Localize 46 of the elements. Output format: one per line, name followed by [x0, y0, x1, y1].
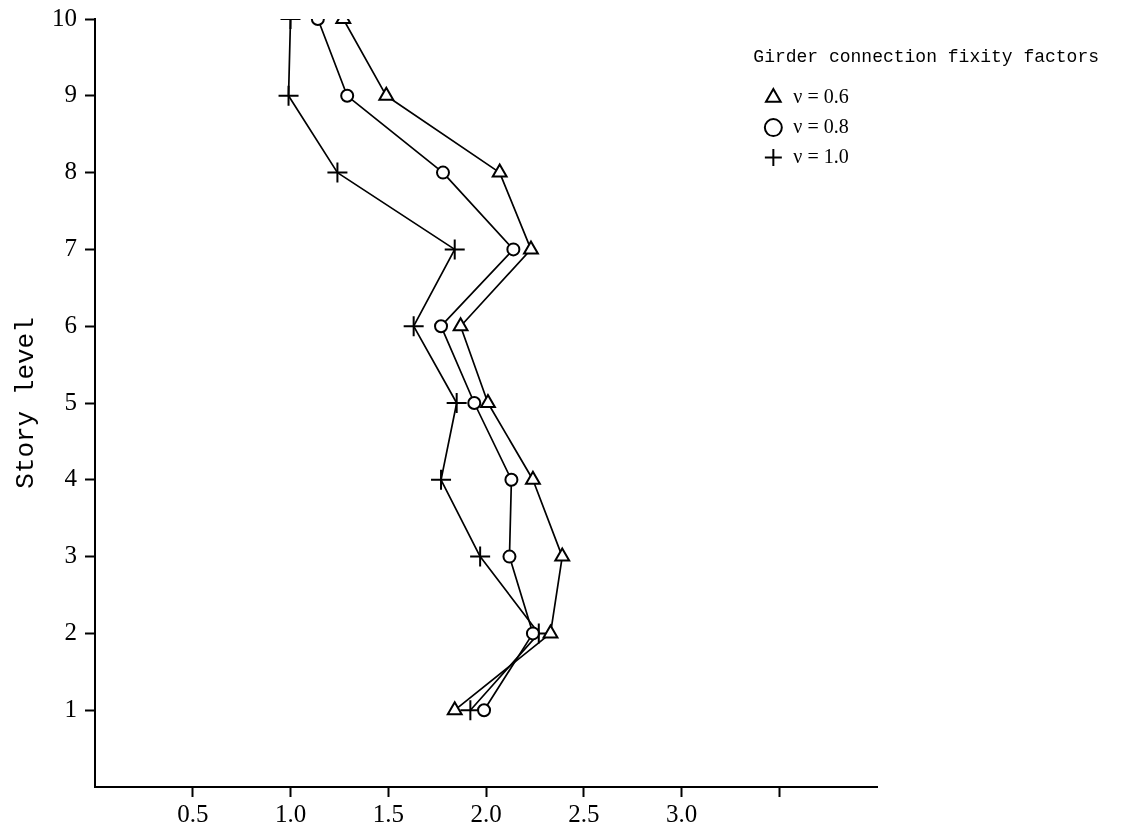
- legend-label: ν = 0.6: [793, 84, 849, 107]
- point: [277, 84, 300, 107]
- y-tick-label: 10: [52, 3, 77, 31]
- point: [340, 88, 355, 103]
- point: [452, 317, 469, 332]
- point: [430, 468, 453, 491]
- point: [467, 396, 482, 410]
- y-tick-label: 9: [64, 80, 77, 108]
- x-tick-label: 2.5: [568, 799, 600, 827]
- point: [445, 392, 468, 414]
- point: [491, 163, 508, 178]
- point: [524, 470, 541, 485]
- point: [506, 242, 521, 257]
- x-tick-label: 1.0: [274, 799, 307, 827]
- legend-title: Girder connection fixity factors: [753, 46, 1099, 67]
- point: [435, 165, 450, 180]
- y-tick-label: 3: [64, 541, 77, 569]
- y-tick-label: 7: [64, 233, 77, 261]
- point: [446, 701, 463, 716]
- y-tick-label: 5: [64, 387, 77, 415]
- y-tick-label: 6: [64, 310, 77, 338]
- legend-label: ν = 1.0: [793, 144, 849, 167]
- point: [554, 547, 571, 562]
- point: [523, 240, 539, 255]
- point: [326, 161, 349, 184]
- y-tick-label: 2: [64, 617, 77, 645]
- y-tick-label: 1: [64, 694, 77, 722]
- y-axis-title: Story level: [11, 317, 42, 489]
- y-tick-label: 4: [64, 464, 78, 492]
- point: [525, 626, 540, 641]
- point: [480, 394, 496, 408]
- point: [502, 549, 517, 564]
- point: [477, 703, 492, 718]
- x-tick-label: 3.0: [665, 799, 698, 827]
- legend-label: ν = 0.8: [793, 114, 849, 137]
- point: [504, 472, 519, 487]
- point: [378, 86, 395, 101]
- x-tick-label: 0.5: [177, 799, 209, 827]
- point: [469, 545, 492, 568]
- y-tick-label: 8: [64, 157, 77, 185]
- point: [542, 624, 559, 639]
- point: [434, 319, 449, 334]
- point: [402, 315, 425, 338]
- x-tick-label: 1.5: [372, 799, 404, 827]
- x-tick-label: 2.0: [470, 799, 502, 827]
- point: [443, 238, 466, 261]
